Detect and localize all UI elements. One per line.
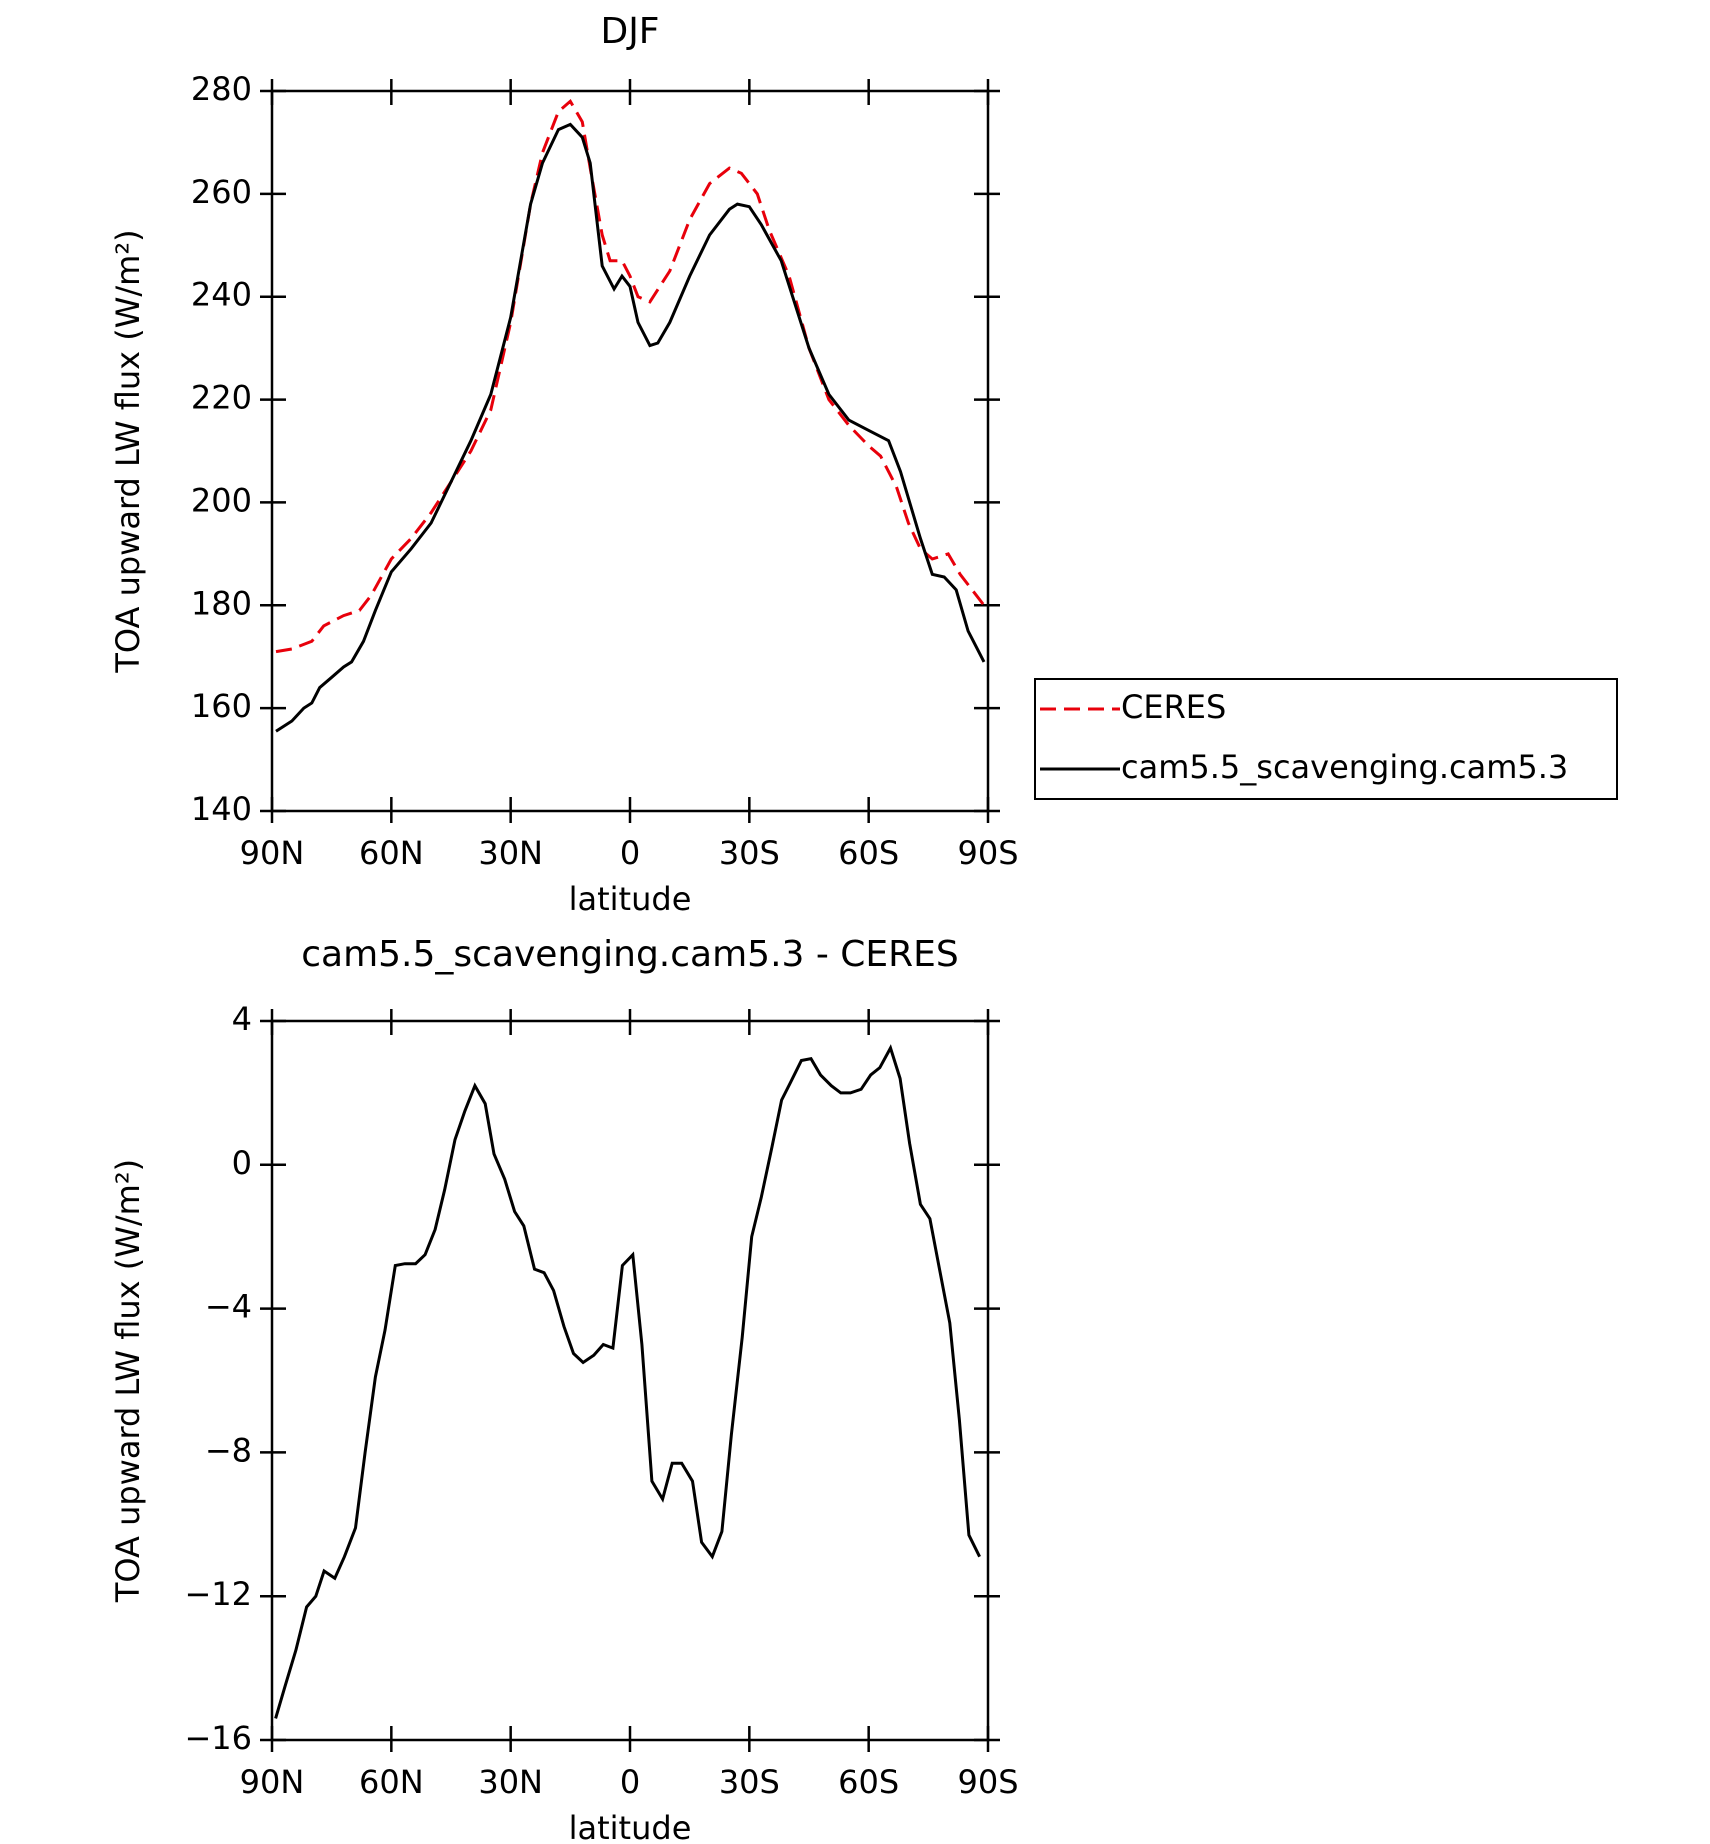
- y-tick-label: −12: [184, 1575, 252, 1613]
- x-axis-label: latitude: [569, 880, 692, 918]
- data-line: [274, 1044, 981, 1719]
- y-tick-label: 240: [191, 276, 252, 314]
- x-tick-label: 0: [620, 834, 640, 872]
- y-tick-label: −16: [184, 1719, 252, 1757]
- x-tick-label: 90S: [957, 834, 1018, 872]
- x-tick-label: 30N: [478, 1763, 543, 1801]
- x-tick-label: 30N: [478, 834, 543, 872]
- x-tick-label: 30S: [719, 834, 780, 872]
- x-tick-label: 60S: [838, 1763, 899, 1801]
- y-tick-label: 180: [191, 584, 252, 622]
- y-tick-label: −4: [205, 1288, 252, 1326]
- x-tick-label: 30S: [719, 1763, 780, 1801]
- x-tick-label: 90N: [240, 1763, 305, 1801]
- chart-title: cam5.5_scavenging.cam5.3 - CERES: [301, 934, 959, 975]
- data-line: [275, 98, 986, 654]
- chart-title: DJF: [600, 11, 659, 52]
- y-tick-label: −8: [205, 1431, 252, 1469]
- legend-box: [1034, 678, 1618, 800]
- x-tick-label: 60N: [359, 1763, 424, 1801]
- x-tick-label: 60N: [359, 834, 424, 872]
- y-tick-label: 280: [191, 70, 252, 108]
- x-tick-label: 0: [620, 1763, 640, 1801]
- y-tick-label: 200: [191, 481, 252, 519]
- y-axis-label: TOA upward LW flux (W/m²): [109, 1159, 147, 1603]
- x-tick-label: 90S: [957, 1763, 1018, 1801]
- y-tick-label: 0: [232, 1144, 252, 1182]
- y-tick-label: 4: [232, 1000, 252, 1038]
- y-axis-label: TOA upward LW flux (W/m²): [109, 229, 147, 673]
- x-tick-label: 60S: [838, 834, 899, 872]
- legend-label: CERES: [1121, 688, 1226, 726]
- x-tick-label: 90N: [240, 834, 305, 872]
- legend-label: cam5.5_scavenging.cam5.3: [1121, 748, 1568, 786]
- plot-frame: [270, 1019, 990, 1742]
- data-line: [275, 122, 986, 733]
- plot-frame: [270, 89, 990, 813]
- y-tick-label: 260: [191, 173, 252, 211]
- x-axis-label: latitude: [569, 1809, 692, 1844]
- y-tick-label: 140: [191, 790, 252, 828]
- y-tick-label: 160: [191, 687, 252, 725]
- y-tick-label: 220: [191, 379, 252, 417]
